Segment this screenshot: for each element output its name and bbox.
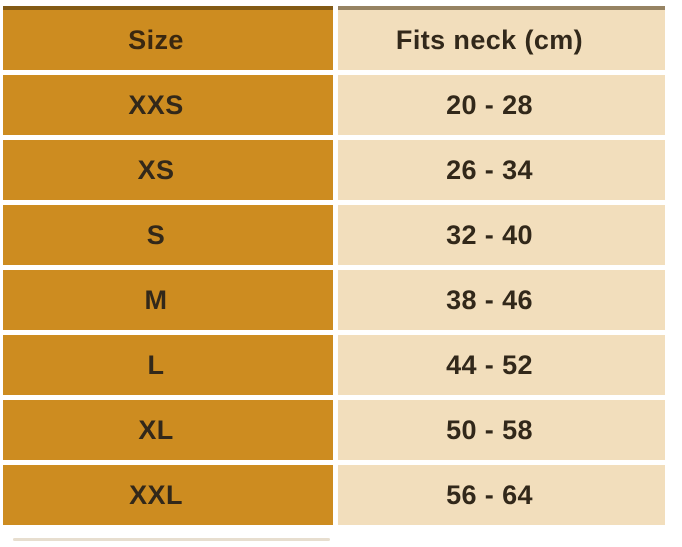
- range-cell-m: 38 - 46: [338, 270, 665, 330]
- range-cell-xxs: 20 - 28: [338, 75, 665, 135]
- cutoff-next-row-edge: [13, 538, 330, 541]
- size-chart-table: Size Fits neck (cm) XXS 20 - 28 XS 26 - …: [3, 6, 665, 525]
- range-cell-l: 44 - 52: [338, 335, 665, 395]
- header-cell-fits-neck: Fits neck (cm): [338, 6, 665, 70]
- size-cell-xxs: XXS: [3, 75, 333, 135]
- size-cell-xs: XS: [3, 140, 333, 200]
- size-cell-s: S: [3, 205, 333, 265]
- size-cell-xl: XL: [3, 400, 333, 460]
- size-cell-xxl: XXL: [3, 465, 333, 525]
- range-cell-xxl: 56 - 64: [338, 465, 665, 525]
- size-cell-l: L: [3, 335, 333, 395]
- header-cell-size: Size: [3, 6, 333, 70]
- range-cell-xl: 50 - 58: [338, 400, 665, 460]
- size-cell-m: M: [3, 270, 333, 330]
- range-cell-xs: 26 - 34: [338, 140, 665, 200]
- range-cell-s: 32 - 40: [338, 205, 665, 265]
